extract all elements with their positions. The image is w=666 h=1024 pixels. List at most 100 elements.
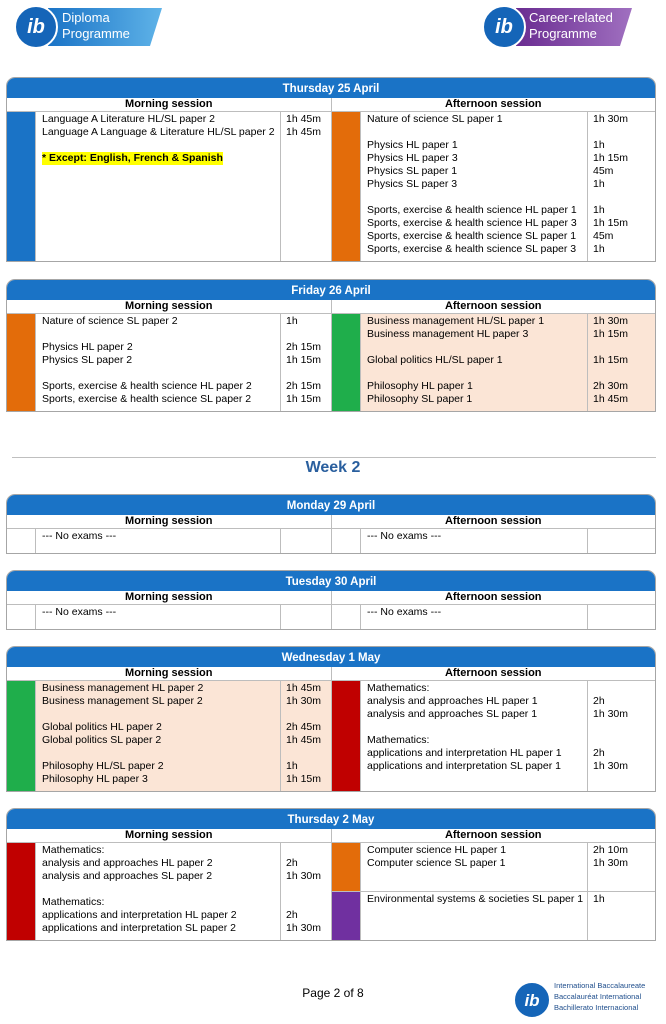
exam-subject: analysis and approaches HL paper 1 (367, 695, 538, 707)
subject-color-strip (7, 112, 36, 261)
exam-subject: Philosophy HL paper 1 (367, 380, 473, 392)
exam-duration: 1h 45m (286, 682, 322, 694)
exam-duration: 1h (593, 204, 605, 216)
session-row: Nature of science SL paper 2 1h Physics HL… (7, 314, 331, 411)
exam-subject: applications and interpretation SL paper… (42, 922, 236, 934)
exam-subject: Sports, exercise & health science HL pap… (367, 204, 577, 216)
exam-subject: Business management HL/SL paper 1 (367, 315, 545, 327)
exam-duration: 2h 30m (593, 380, 629, 392)
exam-duration: 1h (593, 893, 605, 905)
session-label: Morning session (125, 829, 213, 841)
duration-column (280, 112, 281, 261)
session-content: Environmental systems & societies SL pap… (361, 892, 655, 940)
exam-duration: 2h (593, 695, 605, 707)
exam-duration: 2h 10m (593, 844, 629, 856)
org-name: Bachillerato Internacional (554, 1003, 639, 1012)
exam-line: Physics SL paper 2 1h 15m (36, 354, 331, 367)
exam-duration: 1h 45m (286, 126, 322, 138)
spacer (36, 883, 331, 896)
exam-line: Global politics SL paper 2 1h 45m (36, 734, 331, 747)
logo-text: Programme (529, 26, 597, 41)
exam-subject: Computer science HL paper 1 (367, 844, 507, 856)
session-label: Afternoon session (330, 515, 656, 528)
afternoon-session: Computer science HL paper 1 2h 10m Compute… (331, 843, 655, 940)
subject-color-strip (7, 314, 36, 411)
exam-line: Philosophy HL paper 1 2h 30m (361, 380, 655, 393)
session-content: Computer science HL paper 1 2h 10m Compute… (361, 843, 655, 891)
exam-line: Language A Literature HL/SL paper 2 1h 45… (36, 113, 331, 126)
logo-circle (482, 5, 526, 49)
exam-duration: 1h (593, 139, 605, 151)
session-label: Afternoon session (330, 300, 656, 313)
exam-line: --- No exams --- (36, 530, 331, 543)
day-title: Wednesday 1 May (7, 647, 655, 667)
divider-rule (12, 457, 656, 458)
session-row: Mathematics: analysis and approaches HL p… (7, 843, 331, 940)
session-labels: Morning session Afternoon session (7, 591, 655, 605)
logo-banner (516, 8, 632, 46)
exam-line: Physics SL paper 3 1h (361, 178, 655, 191)
subject-color-strip (332, 843, 361, 891)
exam-subject: Physics SL paper 2 (42, 354, 133, 366)
exam-line: Sports, exercise & health science HL pap… (36, 380, 331, 393)
subject-color-strip (332, 605, 361, 629)
duration-column (280, 681, 281, 791)
exam-duration: 1h 15m (593, 152, 629, 164)
exam-subject: Sports, exercise & health science SL pap… (367, 230, 577, 242)
duration-column (587, 314, 588, 411)
exam-subject: Physics HL paper 3 (367, 152, 458, 164)
exam-subject: Computer science SL paper 1 (367, 857, 506, 869)
exam-duration: 1h 15m (286, 773, 322, 785)
session-content: --- No exams --- (36, 529, 331, 553)
exam-line: Physics SL paper 1 45m (361, 165, 655, 178)
exam-line: Language A Language & Literature HL/SL p… (36, 126, 331, 139)
session-labels: Morning session Afternoon session (7, 300, 655, 314)
exam-subject: --- No exams --- (42, 530, 117, 542)
exam-line: Physics HL paper 1 1h (361, 139, 655, 152)
org-name: Baccalauréat International (554, 992, 641, 1001)
exam-duration: 2h 15m (286, 380, 322, 392)
exam-line: Environmental systems & societies SL pap… (361, 893, 655, 906)
day-body: Mathematics: analysis and approaches HL p… (7, 843, 655, 940)
exam-subject: Physics HL paper 2 (42, 341, 133, 353)
duration-column (280, 529, 281, 553)
day-title: Thursday 25 April (7, 78, 655, 98)
subject-color-strip (7, 681, 36, 791)
exam-subject: Sports, exercise & health science HL pap… (367, 217, 577, 229)
spacer (361, 126, 655, 139)
session-labels: Morning session Afternoon session (7, 98, 655, 112)
day-table: Monday 29 April Morning session Afternoon … (6, 494, 656, 554)
exam-subject: Nature of science SL paper 1 (367, 113, 503, 125)
exam-line: Global politics HL paper 2 2h 45m (36, 721, 331, 734)
duration-column (280, 314, 281, 411)
exam-line: Mathematics: (36, 896, 331, 909)
spacer (36, 708, 331, 721)
exam-line: applications and interpretation HL paper… (36, 909, 331, 922)
header-logos: ib Diploma Programme ib Career-related P… (14, 5, 632, 49)
exam-line: --- No exams --- (361, 530, 655, 543)
exam-subject: Language A Language & Literature HL/SL p… (42, 126, 275, 138)
session-row: --- No exams --- (7, 529, 331, 553)
exam-subject: applications and interpretation HL paper… (367, 747, 562, 759)
exam-line: Sports, exercise & health science HL pap… (361, 204, 655, 217)
exam-line: --- No exams --- (361, 606, 655, 619)
session-row: Language A Literature HL/SL paper 2 1h 45… (7, 112, 331, 261)
spacer (361, 341, 655, 354)
morning-session: --- No exams --- (7, 605, 331, 629)
session-label: Afternoon session (330, 591, 656, 604)
exam-line: Business management HL/SL paper 1 1h 30m (361, 315, 655, 328)
exam-subject: Mathematics: (367, 734, 430, 746)
exam-subject: --- No exams --- (367, 606, 442, 618)
exam-subject: Global politics SL paper 2 (42, 734, 162, 746)
exam-duration: 1h 15m (593, 328, 629, 340)
duration-column (587, 843, 588, 891)
day-title: Friday 26 April (7, 280, 655, 300)
exam-duration: 1h 30m (593, 760, 629, 772)
spacer (36, 139, 331, 152)
exam-line: applications and interpretation HL paper… (361, 747, 655, 760)
session-labels: Morning session Afternoon session (7, 829, 655, 843)
session-label: Morning session (125, 98, 213, 110)
exam-subject: Sports, exercise & health science SL pap… (367, 243, 577, 255)
logo-mark: ib (27, 16, 45, 38)
